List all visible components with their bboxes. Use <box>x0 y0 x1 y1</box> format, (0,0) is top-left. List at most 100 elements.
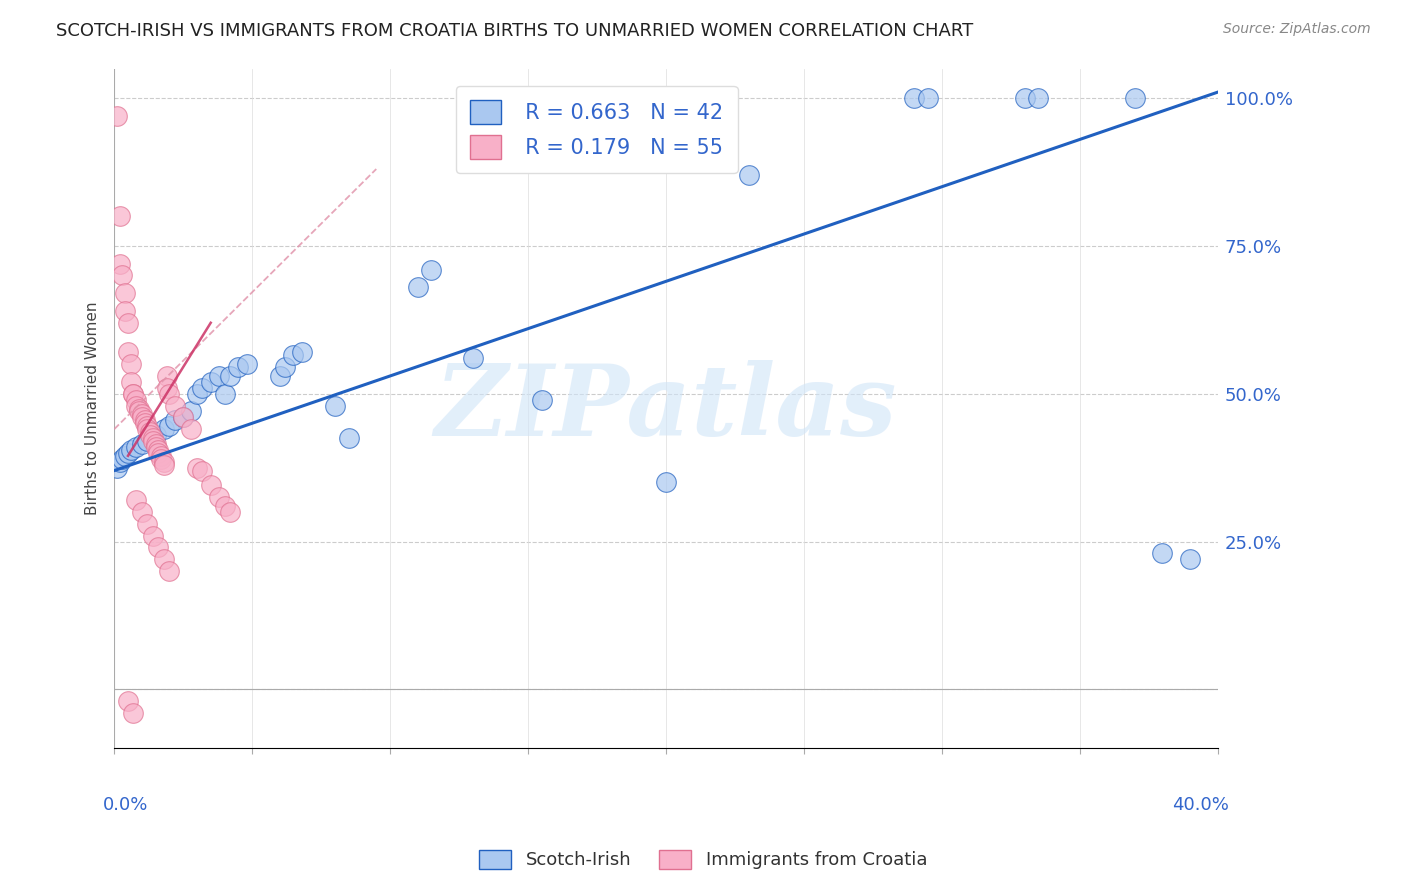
Point <box>655 475 678 490</box>
Point <box>155 381 177 395</box>
Point <box>128 404 150 418</box>
Point <box>1152 546 1174 560</box>
Point <box>125 399 148 413</box>
Point <box>131 408 153 422</box>
Point <box>122 386 145 401</box>
Legend: Scotch-Irish, Immigrants from Croatia: Scotch-Irish, Immigrants from Croatia <box>470 840 936 879</box>
Point <box>153 422 176 436</box>
Point <box>128 401 150 416</box>
Text: ZIPatlas: ZIPatlas <box>434 360 897 457</box>
Point <box>269 369 291 384</box>
Point <box>200 375 222 389</box>
Legend:   R = 0.663   N = 42,   R = 0.179   N = 55: R = 0.663 N = 42, R = 0.179 N = 55 <box>456 86 738 173</box>
Point <box>235 357 257 371</box>
Point <box>120 442 142 457</box>
Point <box>114 304 136 318</box>
Point <box>145 440 167 454</box>
Text: 0.0%: 0.0% <box>103 796 149 814</box>
Point <box>337 431 360 445</box>
Point <box>136 422 159 436</box>
Point <box>461 351 484 366</box>
Point <box>180 422 202 436</box>
Point <box>136 419 159 434</box>
Point <box>150 451 173 466</box>
Point <box>125 493 148 508</box>
Point <box>214 386 236 401</box>
Point <box>108 257 131 271</box>
Point <box>114 449 136 463</box>
Point <box>420 262 443 277</box>
Point <box>157 419 180 434</box>
Point <box>208 369 231 384</box>
Point <box>153 552 176 566</box>
Point <box>903 91 925 105</box>
Text: SCOTCH-IRISH VS IMMIGRANTS FROM CROATIA BIRTHS TO UNMARRIED WOMEN CORRELATION CH: SCOTCH-IRISH VS IMMIGRANTS FROM CROATIA … <box>56 22 973 40</box>
Point <box>163 399 186 413</box>
Point <box>111 268 134 283</box>
Point <box>131 505 153 519</box>
Point <box>117 694 139 708</box>
Point <box>153 455 176 469</box>
Point <box>1014 91 1036 105</box>
Text: Source: ZipAtlas.com: Source: ZipAtlas.com <box>1223 22 1371 37</box>
Point <box>155 369 177 384</box>
Point <box>145 428 167 442</box>
Point <box>136 516 159 531</box>
Point <box>219 369 242 384</box>
Point <box>134 413 156 427</box>
Point <box>114 286 136 301</box>
Point <box>134 417 156 431</box>
Point <box>120 357 142 371</box>
Point <box>145 437 167 451</box>
Point <box>323 399 346 413</box>
Point <box>148 541 170 555</box>
Point <box>142 528 165 542</box>
Point <box>122 706 145 720</box>
Point <box>186 460 208 475</box>
Point <box>214 499 236 513</box>
Point <box>219 505 242 519</box>
Point <box>291 345 314 359</box>
Point <box>139 428 162 442</box>
Point <box>108 210 131 224</box>
Point <box>117 316 139 330</box>
Point <box>148 446 170 460</box>
Y-axis label: Births to Unmarried Women: Births to Unmarried Women <box>86 301 100 516</box>
Text: 40.0%: 40.0% <box>1171 796 1229 814</box>
Point <box>125 392 148 407</box>
Point <box>530 392 553 407</box>
Point <box>163 413 186 427</box>
Point <box>117 446 139 460</box>
Point <box>105 460 128 475</box>
Point <box>105 109 128 123</box>
Point <box>125 440 148 454</box>
Point <box>406 280 429 294</box>
Point <box>157 386 180 401</box>
Point <box>131 410 153 425</box>
Point <box>108 455 131 469</box>
Point <box>148 442 170 457</box>
Point <box>917 91 939 105</box>
Point <box>1026 91 1049 105</box>
Point <box>111 451 134 466</box>
Point <box>200 478 222 492</box>
Point <box>136 434 159 448</box>
Point <box>191 464 214 478</box>
Point <box>1123 91 1146 105</box>
Point <box>139 425 162 439</box>
Point <box>1178 552 1201 566</box>
Point <box>120 375 142 389</box>
Point <box>117 345 139 359</box>
Point <box>157 564 180 578</box>
Point <box>186 386 208 401</box>
Point <box>142 434 165 448</box>
Point <box>122 386 145 401</box>
Point <box>142 431 165 445</box>
Point <box>131 437 153 451</box>
Point <box>191 381 214 395</box>
Point <box>172 410 194 425</box>
Point <box>150 449 173 463</box>
Point <box>172 410 194 425</box>
Point <box>283 348 305 362</box>
Point <box>737 168 759 182</box>
